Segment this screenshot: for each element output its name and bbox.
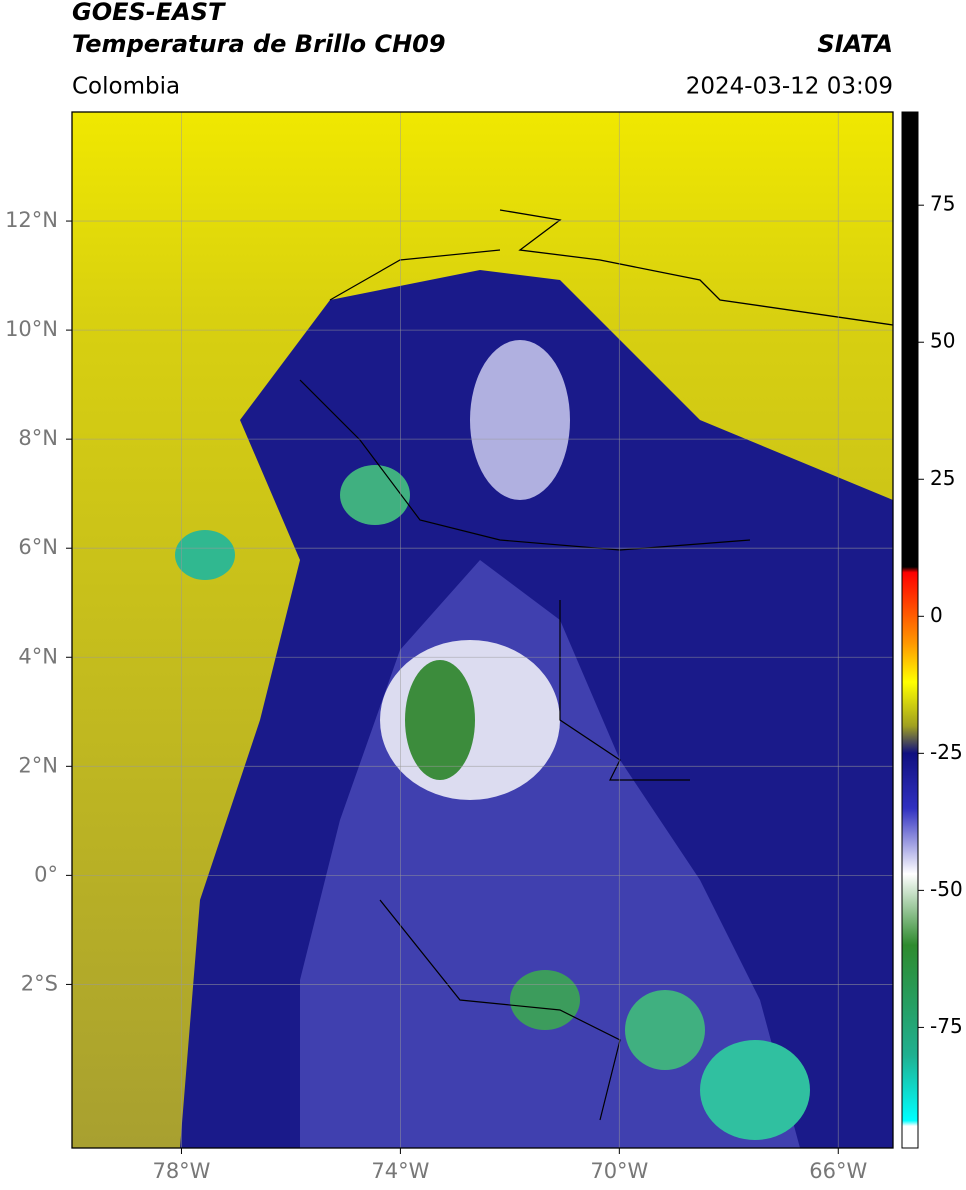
region: Colombia <box>72 74 180 100</box>
colorbar-tick-label: 50 <box>930 329 955 353</box>
y-tick-label: 6°N <box>18 535 58 559</box>
colorbar-tick-label: 0 <box>930 603 943 627</box>
colorbar-tick-label: 75 <box>930 192 955 216</box>
y-tick-label: 10°N <box>5 317 58 341</box>
colorbar-tick-label: 25 <box>930 466 955 490</box>
y-tick-label: 12°N <box>5 208 58 232</box>
source: SIATA <box>817 30 893 58</box>
map-image <box>72 112 893 1148</box>
title: GOES-EAST <box>72 0 226 26</box>
y-tick-label: 2°N <box>18 753 58 777</box>
y-tick-label: 0° <box>34 862 58 886</box>
y-tick-label: 8°N <box>18 426 58 450</box>
colorbar-tick-label: -75 <box>930 1014 963 1038</box>
x-tick-label: 66°W <box>809 1159 867 1183</box>
colorbar-tick-label: -50 <box>930 877 963 901</box>
colorbar <box>902 112 918 1148</box>
colorbar-tick-label: -25 <box>930 740 963 764</box>
subtitle: Temperatura de Brillo CH09 <box>72 30 446 58</box>
x-tick-label: 78°W <box>152 1159 210 1183</box>
x-tick-label: 70°W <box>590 1159 648 1183</box>
y-tick-label: 2°S <box>21 971 58 995</box>
colorbar-frame <box>901 111 919 1149</box>
map-frame <box>71 111 894 1149</box>
y-tick-label: 4°N <box>18 644 58 668</box>
datetime: 2024-03-12 03:09 <box>686 74 893 100</box>
x-tick-label: 74°W <box>371 1159 429 1183</box>
